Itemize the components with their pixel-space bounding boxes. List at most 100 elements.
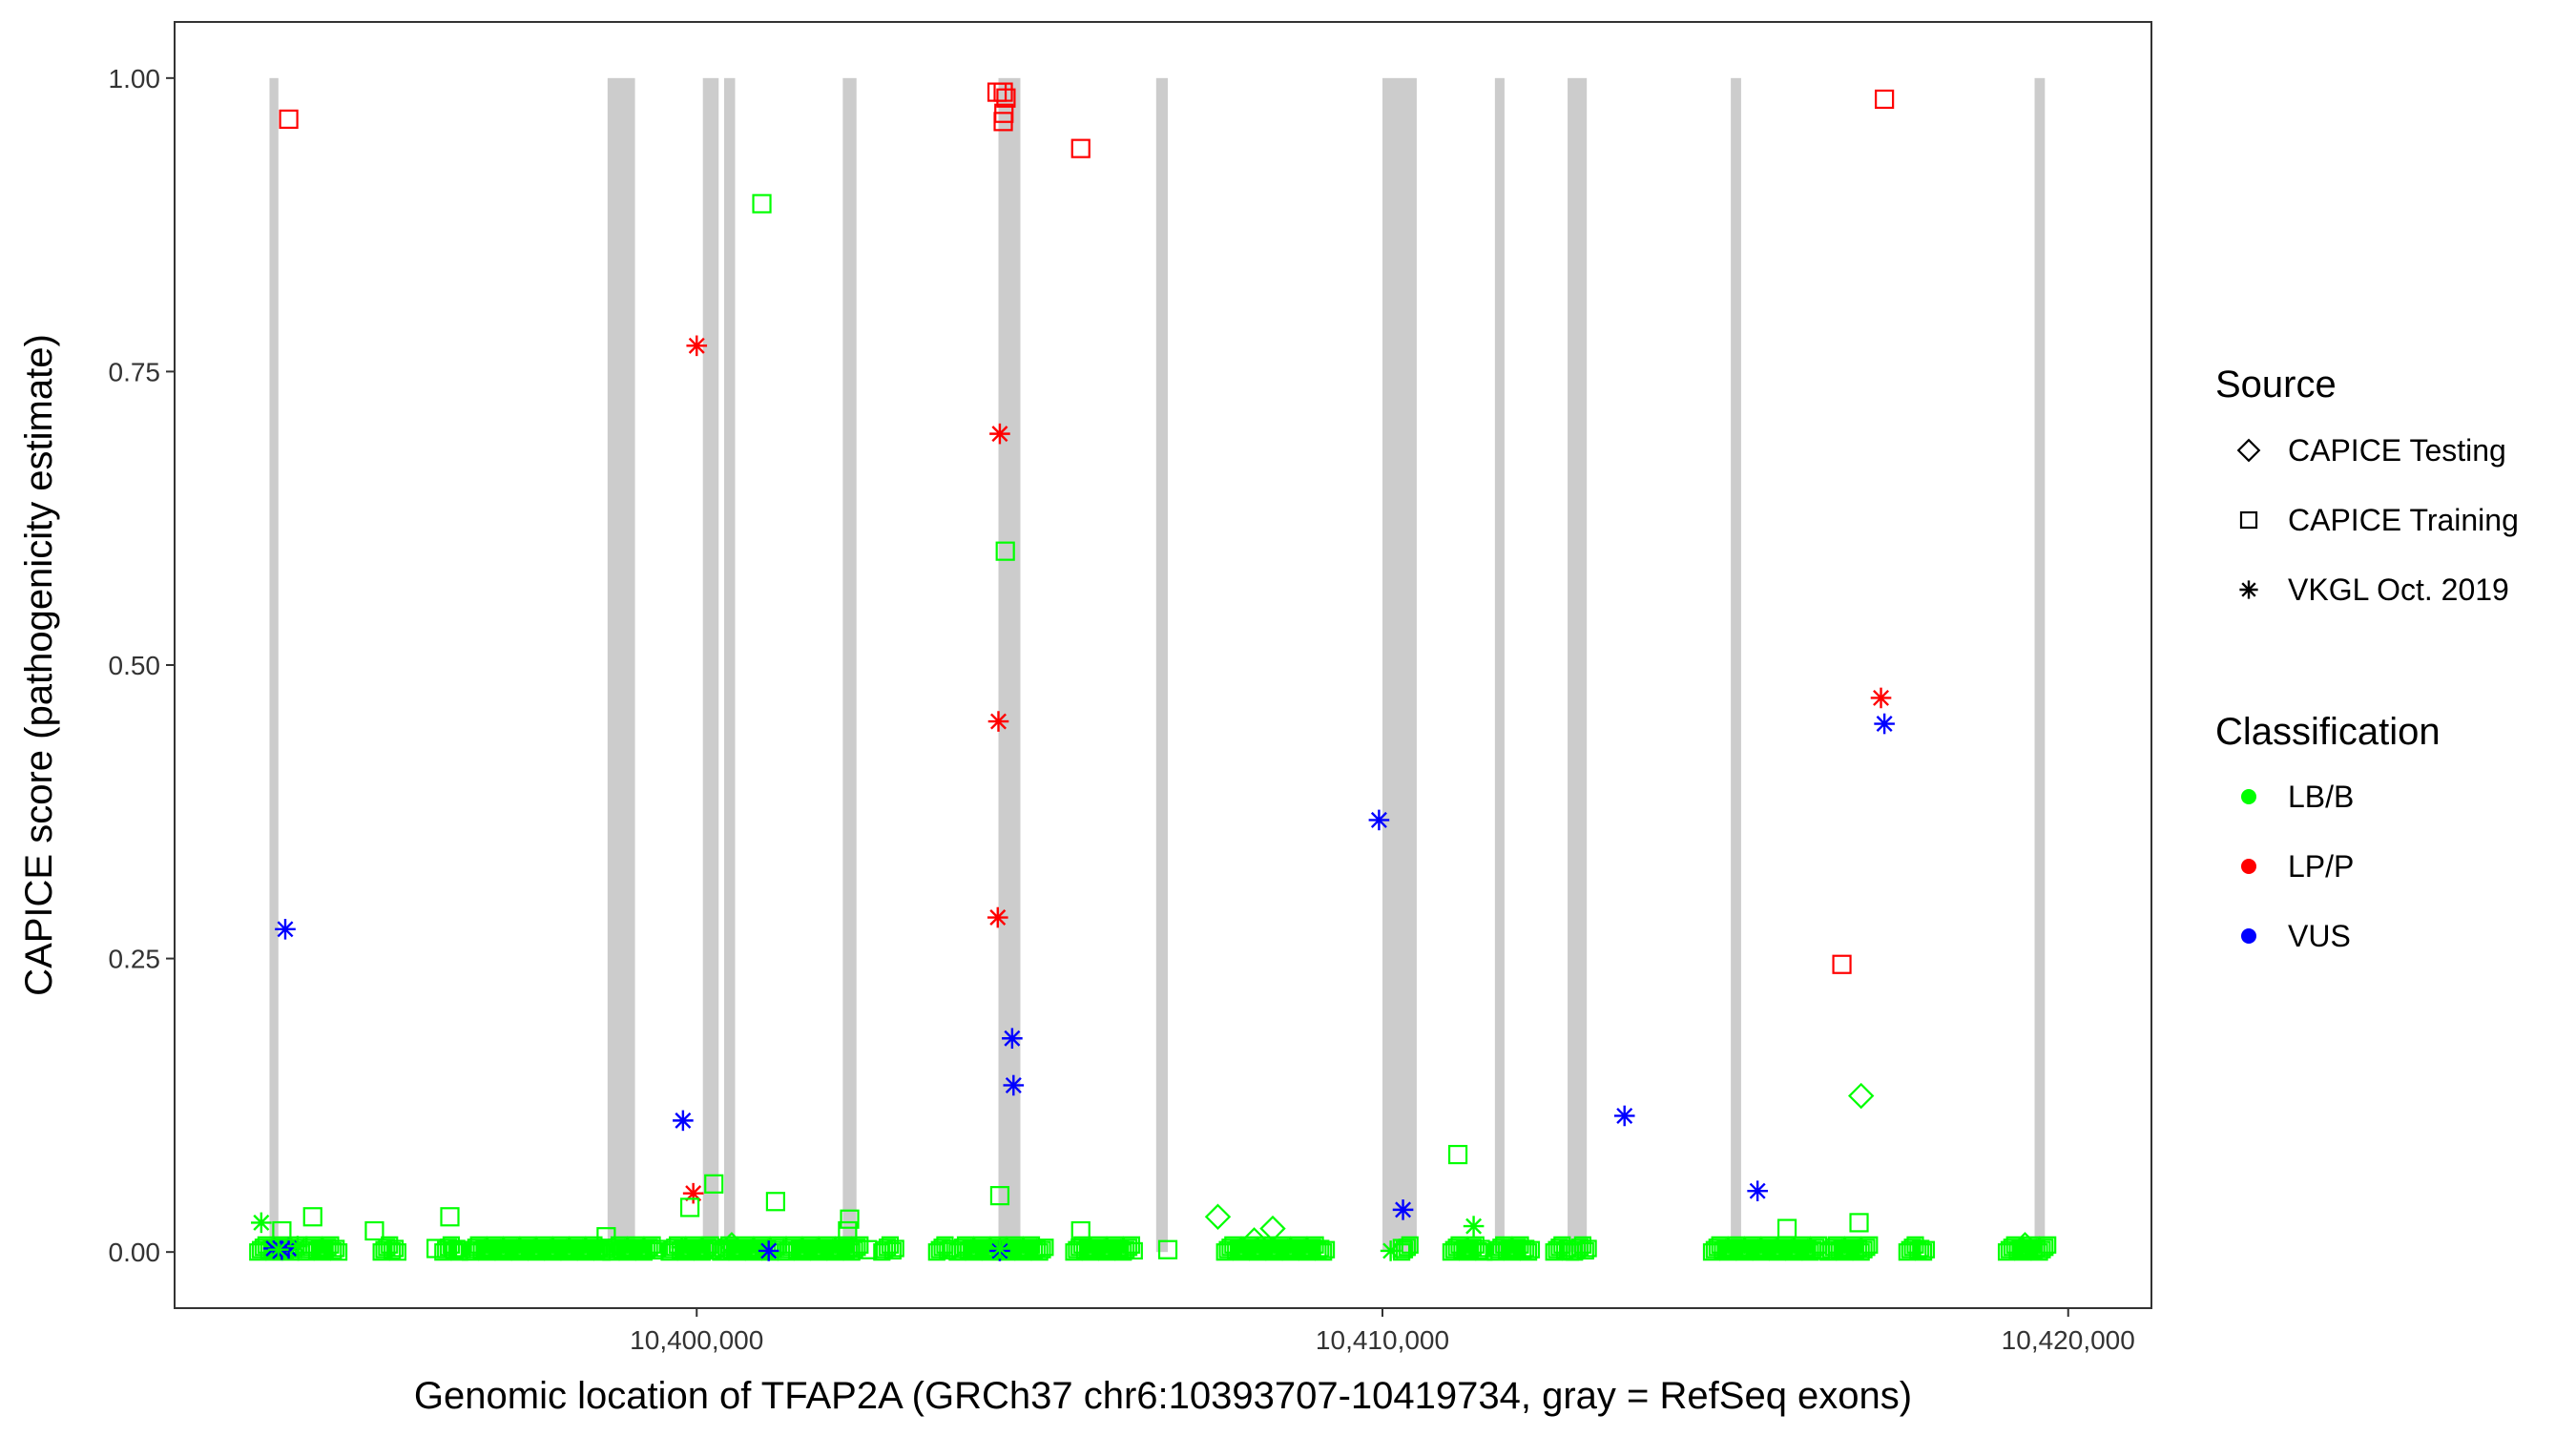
legend-square-icon — [2239, 510, 2258, 530]
y-tick-label: 0.50 — [109, 651, 161, 680]
point-square-lb-b — [272, 1220, 292, 1241]
point-square-lb-b — [1315, 1243, 1333, 1261]
legend-source-title: Source — [2215, 364, 2337, 406]
point-square-lb-b — [384, 1241, 402, 1260]
legend-classification-item-label: VUS — [2288, 919, 2351, 953]
point-square-lp-p — [994, 103, 1014, 123]
point-square-lb-b — [385, 1239, 405, 1258]
point-asterisk-lp-p — [1870, 687, 1892, 709]
legend-classification-item-label: LB/B — [2288, 780, 2354, 814]
exon-band — [702, 77, 719, 1253]
y-tick-label: 1.00 — [109, 64, 161, 94]
legend-color-dot-icon — [2241, 859, 2256, 874]
point-asterisk-vus — [758, 1240, 779, 1261]
point-square-lb-b — [1519, 1243, 1538, 1261]
point-square-lp-p — [1875, 89, 1895, 110]
point-square-lb-b — [1912, 1239, 1930, 1258]
exon-band — [842, 77, 857, 1253]
point-asterisk-lp-p — [989, 423, 1010, 445]
point-square-lb-b — [1858, 1238, 1876, 1257]
point-asterisk-lb-b — [268, 1238, 289, 1260]
point-square-lb-b — [1312, 1239, 1330, 1258]
point-square-lb-b — [679, 1197, 700, 1217]
point-square-lb-b — [2039, 1236, 2057, 1254]
y-axis-title: CAPICE score (pathogenicity estimate) — [18, 334, 60, 996]
legend-classification: Classification LB/B LP/P VUS — [2215, 711, 2441, 953]
legend-color-dot-icon — [2241, 789, 2256, 804]
point-diamond-lb-b — [1259, 1215, 1286, 1242]
point-square-lb-b — [1776, 1218, 1797, 1238]
point-asterisk-vus — [1003, 1074, 1025, 1096]
point-square-lb-b — [1579, 1239, 1597, 1258]
legend-source-item-label: CAPICE Training — [2288, 503, 2519, 537]
point-square-lb-b — [840, 1209, 860, 1229]
point-square-lb-b — [329, 1243, 348, 1261]
point-square-lb-b — [388, 1243, 406, 1261]
legend-source-item-label: CAPICE Testing — [2288, 433, 2506, 468]
data-point-layer — [249, 82, 2057, 1261]
point-square-lb-b — [1036, 1238, 1054, 1257]
point-asterisk-lb-b — [671, 1237, 693, 1259]
point-asterisk-lp-p — [987, 711, 1009, 732]
point-square-lb-b — [704, 1174, 724, 1194]
point-square-lb-b — [1855, 1240, 1873, 1259]
point-square-lb-b — [364, 1220, 384, 1241]
point-asterisk-lb-b — [989, 1238, 1010, 1259]
point-square-lb-b — [1033, 1240, 1051, 1259]
point-diamond-lb-b — [1240, 1227, 1268, 1254]
exon-band — [2034, 77, 2046, 1253]
x-tick-label: 10,410,000 — [1316, 1325, 1449, 1355]
point-square-lb-b — [302, 1207, 322, 1227]
point-asterisk-vus — [275, 919, 296, 940]
exon-band-layer — [269, 77, 2046, 1253]
point-square-lb-b — [995, 541, 1015, 561]
point-asterisk-lb-b — [287, 1236, 308, 1257]
point-square-lb-b — [1447, 1144, 1468, 1165]
exon-band — [724, 77, 736, 1253]
point-square-lb-b — [1522, 1240, 1541, 1259]
legend-classification-title: Classification — [2215, 711, 2441, 753]
point-asterisk-vus — [1747, 1180, 1768, 1201]
exon-band — [1731, 77, 1741, 1253]
point-asterisk-lb-b — [1380, 1240, 1402, 1261]
point-square-lb-b — [1317, 1240, 1336, 1259]
point-square-lp-p — [1832, 954, 1852, 974]
y-tick-label: 0.00 — [109, 1238, 161, 1267]
point-square-lp-p — [279, 109, 299, 129]
point-square-lb-b — [845, 1240, 863, 1259]
point-square-lb-b — [1119, 1238, 1138, 1257]
x-tick-label: 10,420,000 — [2002, 1325, 2135, 1355]
point-asterisk-vus — [1368, 809, 1390, 831]
point-asterisk-vus — [1392, 1199, 1414, 1220]
point-square-lb-b — [324, 1241, 343, 1260]
legend-source-item-label: VKGL Oct. 2019 — [2288, 572, 2509, 607]
point-asterisk-vus — [1874, 713, 1895, 735]
point-square-lb-b — [1573, 1236, 1591, 1254]
legend-color-dot-icon — [2241, 928, 2256, 944]
point-square-lb-b — [1917, 1240, 1936, 1259]
point-asterisk-vus — [1613, 1105, 1635, 1127]
point-diamond-lb-b — [2011, 1232, 2039, 1259]
point-square-lb-b — [1517, 1239, 1535, 1258]
point-square-lb-b — [2036, 1238, 2054, 1257]
point-square-lb-b — [881, 1236, 900, 1254]
y-tick-label: 0.25 — [109, 945, 161, 974]
point-square-lb-b — [1914, 1243, 1933, 1261]
point-asterisk-lb-b — [1463, 1216, 1485, 1237]
point-diamond-lb-b — [1847, 1082, 1875, 1110]
point-asterisk-lb-b — [251, 1212, 272, 1234]
exon-band — [269, 77, 279, 1253]
exon-band — [1568, 77, 1588, 1253]
exon-band — [607, 77, 635, 1253]
legend-diamond-icon — [2236, 438, 2261, 463]
point-square-lp-p — [993, 82, 1013, 102]
point-square-lb-b — [858, 1239, 878, 1259]
legend-source: Source CAPICE Testing CAPICE Training VK… — [2215, 364, 2519, 607]
point-diamond-lb-b — [718, 1232, 745, 1259]
point-square-lb-b — [643, 1236, 661, 1254]
point-asterisk-lp-p — [682, 1182, 704, 1204]
x-axis-title: Genomic location of TFAP2A (GRCh37 chr6:… — [414, 1375, 1912, 1417]
point-square-lb-b — [450, 1243, 468, 1261]
point-square-lb-b — [838, 1220, 858, 1241]
